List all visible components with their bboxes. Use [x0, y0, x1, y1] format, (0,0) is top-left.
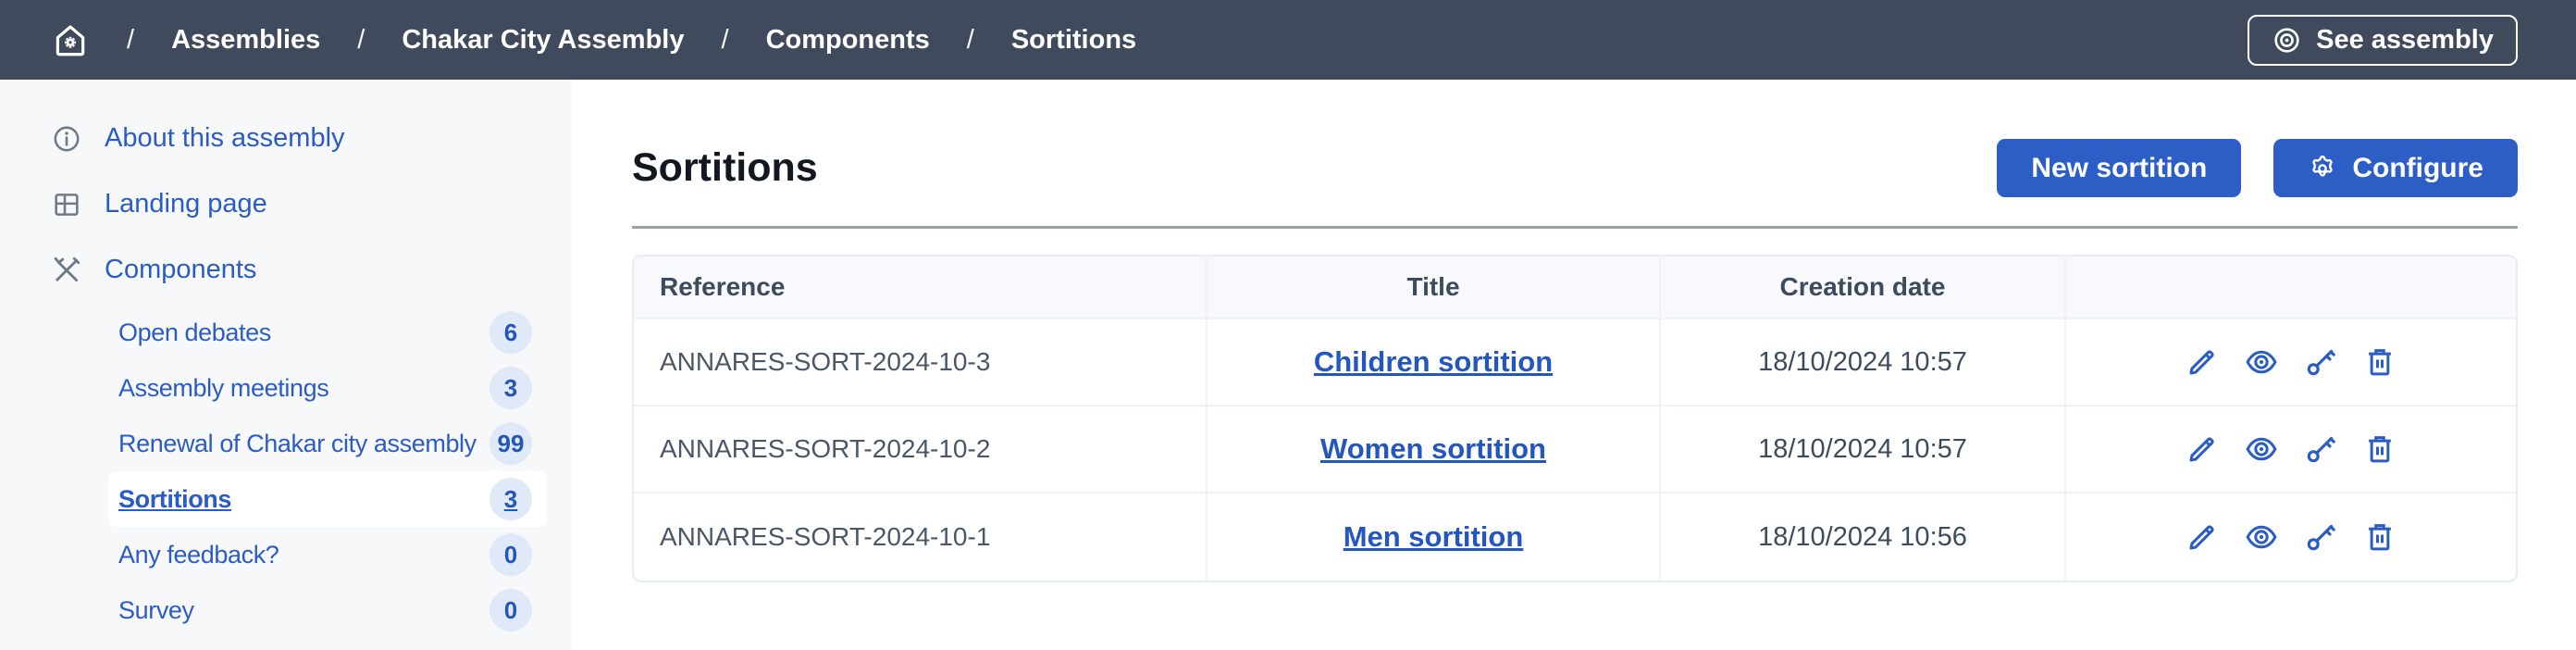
sidebar-item-label: Any feedback? [118, 540, 279, 569]
tools-icon [51, 255, 82, 286]
breadcrumb-separator: / [357, 24, 365, 55]
count-badge: 6 [489, 311, 532, 354]
table-header-row: Reference Title Creation date [634, 256, 2516, 319]
sortition-title-link[interactable]: Women sortition [1320, 432, 1546, 465]
delete-trash-icon[interactable] [2362, 344, 2397, 380]
reference-cell: ANNARES-SORT-2024-10-2 [660, 434, 991, 463]
creation-date-cell: 18/10/2024 10:56 [1758, 521, 1967, 552]
table-row: ANNARES-SORT-2024-10-1 Men sortition 18/… [634, 494, 2516, 581]
configure-button[interactable]: Configure [2273, 139, 2518, 197]
count-badge: 0 [489, 533, 532, 576]
sidebar: About this assembly Landing page Compone… [0, 80, 571, 650]
home-link[interactable] [51, 20, 90, 59]
count-badge: 99 [489, 422, 532, 465]
breadcrumb-separator: / [966, 24, 974, 55]
column-header-title: Title [1406, 272, 1460, 301]
layout-icon [51, 189, 82, 220]
row-actions [2066, 344, 2516, 380]
delete-trash-icon[interactable] [2362, 431, 2397, 467]
sidebar-item-label: Survey [118, 595, 194, 624]
sidebar-item-renewal[interactable]: Renewal of Chakar city assembly 99 [108, 416, 547, 471]
breadcrumb-assemblies[interactable]: Assemblies [171, 24, 321, 55]
creation-date-cell: 18/10/2024 10:57 [1758, 433, 1967, 464]
table-row: ANNARES-SORT-2024-10-2 Women sortition 1… [634, 406, 2516, 494]
eye-icon [2272, 25, 2302, 56]
count-badge: 3 [489, 478, 532, 520]
permissions-key-icon[interactable] [2303, 344, 2338, 380]
sidebar-item-label: Components [105, 255, 257, 284]
preview-eye-icon[interactable] [2244, 519, 2279, 555]
see-assembly-button[interactable]: See assembly [2248, 14, 2518, 66]
sidebar-item-assembly-meetings[interactable]: Assembly meetings 3 [108, 360, 547, 416]
components-sub-list: Open debates 6 Assembly meetings 3 Renew… [0, 305, 571, 638]
new-sortition-button[interactable]: New sortition [1997, 139, 2242, 197]
title-divider [632, 226, 2518, 229]
sidebar-item-open-debates[interactable]: Open debates 6 [108, 305, 547, 360]
reference-cell: ANNARES-SORT-2024-10-1 [660, 522, 991, 551]
sortition-title-link[interactable]: Children sortition [1313, 345, 1554, 378]
edit-icon[interactable] [2185, 431, 2220, 467]
sidebar-item-sortitions[interactable]: Sortitions 3 [108, 471, 547, 527]
count-badge: 0 [489, 589, 532, 631]
sidebar-item-label: Landing page [105, 189, 267, 219]
sidebar-item-label: Sortitions [118, 484, 231, 513]
edit-icon[interactable] [2185, 344, 2220, 380]
main-content: Sortitions New sortition Configure Refer… [571, 80, 2576, 650]
delete-trash-icon[interactable] [2362, 519, 2397, 555]
sortitions-table: Reference Title Creation date ANNARES-SO… [632, 255, 2518, 582]
configure-label: Configure [2352, 152, 2483, 183]
sidebar-item-label: Renewal of Chakar city assembly [118, 429, 477, 457]
sidebar-item-about[interactable]: About this assembly [0, 106, 571, 171]
sortition-title-link[interactable]: Men sortition [1343, 520, 1524, 553]
row-actions [2066, 519, 2516, 555]
row-actions [2066, 431, 2516, 467]
permissions-key-icon[interactable] [2303, 519, 2338, 555]
count-badge: 3 [489, 367, 532, 409]
breadcrumb-separator: / [721, 24, 729, 55]
breadcrumb: / Assemblies / Chakar City Assembly / Co… [51, 20, 1136, 59]
reference-cell: ANNARES-SORT-2024-10-3 [660, 347, 991, 376]
new-sortition-label: New sortition [2031, 152, 2208, 183]
preview-eye-icon[interactable] [2244, 431, 2279, 467]
permissions-key-icon[interactable] [2303, 431, 2338, 467]
sidebar-item-any-feedback[interactable]: Any feedback? 0 [108, 527, 547, 582]
page-title: Sortitions [632, 145, 818, 190]
edit-icon[interactable] [2185, 519, 2220, 555]
breadcrumb-chakar-city-assembly[interactable]: Chakar City Assembly [402, 24, 685, 55]
column-header-creation-date: Creation date [1779, 272, 1946, 301]
home-gear-icon [51, 20, 90, 59]
sidebar-item-label: Assembly meetings [118, 373, 329, 402]
breadcrumb-components[interactable]: Components [765, 24, 930, 55]
breadcrumb-sortitions[interactable]: Sortitions [1010, 24, 1137, 55]
preview-eye-icon[interactable] [2244, 344, 2279, 380]
sidebar-item-landing-page[interactable]: Landing page [0, 171, 571, 237]
see-assembly-label: See assembly [2316, 24, 2494, 55]
column-header-reference: Reference [660, 272, 786, 301]
sidebar-item-survey[interactable]: Survey 0 [108, 582, 547, 638]
sidebar-item-components[interactable]: Components [0, 237, 571, 303]
sidebar-item-label: Open debates [118, 318, 271, 346]
breadcrumb-separator: / [127, 24, 135, 55]
table-row: ANNARES-SORT-2024-10-3 Children sortitio… [634, 319, 2516, 406]
sidebar-item-label: About this assembly [105, 123, 345, 153]
info-icon [51, 123, 82, 155]
column-header-actions [2066, 272, 2118, 301]
gear-icon [2308, 154, 2337, 183]
creation-date-cell: 18/10/2024 10:57 [1758, 346, 1967, 377]
breadcrumb-bar: / Assemblies / Chakar City Assembly / Co… [0, 0, 2576, 80]
